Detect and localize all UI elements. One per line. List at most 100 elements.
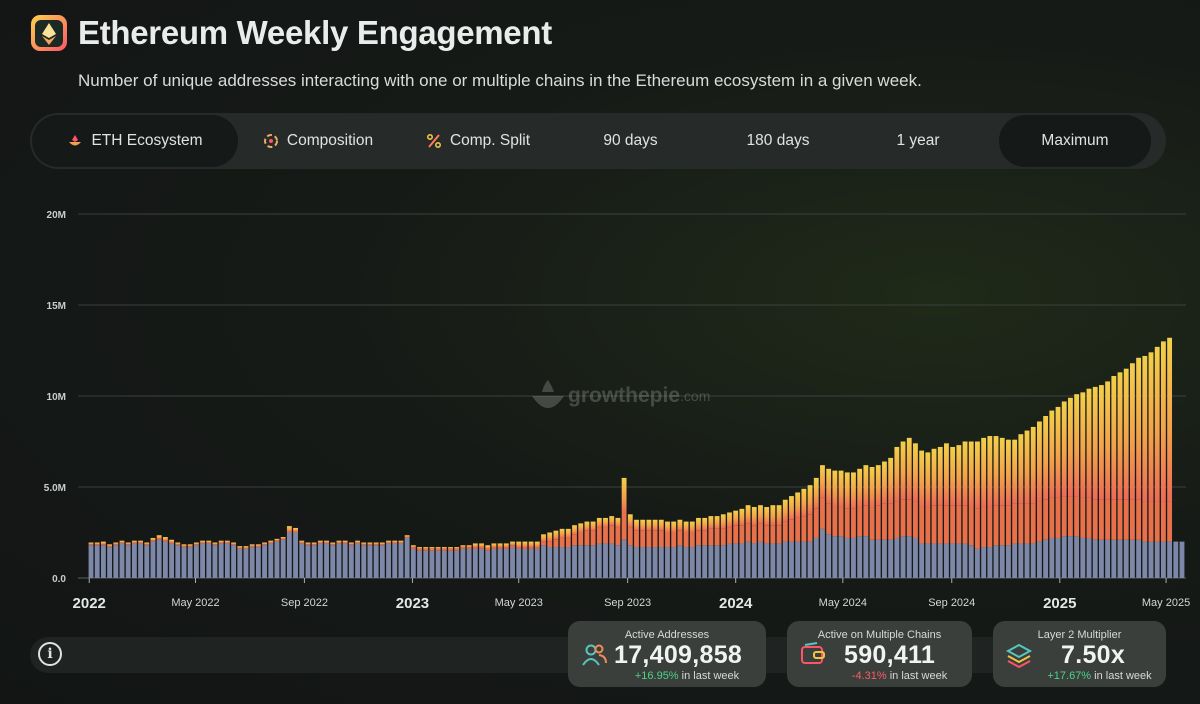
bar-multiple-chains (696, 530, 701, 546)
bar-layer2 (212, 542, 218, 545)
bar-ethereum-l1 (479, 548, 484, 578)
bar-multiple-chains (491, 547, 497, 549)
bar-ethereum-l1 (162, 541, 168, 578)
bar-ethereum-l1 (652, 547, 658, 578)
bar-multiple-chains (621, 512, 627, 540)
tab-comp-split-label: Comp. Split (449, 132, 531, 149)
bar-multiple-chains (888, 503, 894, 540)
bar-ethereum-l1 (1018, 543, 1024, 578)
bar-layer2 (324, 540, 329, 543)
tab-eth-ecosystem[interactable]: ETH Ecosystem (32, 115, 238, 167)
tab-1-year[interactable]: 1 year (853, 115, 983, 167)
bar-ethereum-l1 (776, 543, 782, 578)
bar-ethereum-l1 (869, 539, 875, 578)
bar-multiple-chains (826, 503, 832, 535)
bar-ethereum-l1 (1173, 541, 1179, 578)
percent-icon (426, 133, 442, 149)
bar-layer2 (677, 519, 683, 531)
bar-multiple-chains (609, 525, 615, 544)
bar-layer2 (733, 510, 739, 526)
bar-multiple-chains (863, 505, 869, 537)
bar-ethereum-l1 (906, 536, 912, 578)
tab-90-days[interactable]: 90 days (558, 115, 703, 167)
bar-ethereum-l1 (150, 541, 156, 578)
bar-multiple-chains (206, 542, 212, 544)
tab-maximum[interactable]: Maximum (999, 115, 1151, 167)
bar-layer2 (1098, 385, 1104, 500)
bar-ethereum-l1 (888, 539, 894, 578)
bar-layer2 (758, 505, 763, 524)
bar-layer2 (745, 505, 751, 524)
chart-bars (88, 337, 1185, 578)
bar-layer2 (317, 540, 323, 543)
tab-composition[interactable]: Composition (238, 115, 398, 167)
bar-ethereum-l1 (355, 543, 360, 578)
bar-multiple-chains (373, 544, 379, 546)
bar-ethereum-l1 (751, 543, 757, 578)
bar-layer2 (553, 530, 559, 540)
bar-layer2 (355, 540, 360, 543)
bar-layer2 (900, 441, 906, 500)
bar-layer2 (206, 540, 212, 543)
bar-layer2 (100, 541, 106, 545)
page-subtitle: Number of unique addresses interacting w… (78, 71, 922, 90)
bar-ethereum-l1 (460, 548, 466, 578)
info-button[interactable]: i (38, 642, 62, 666)
bar-ethereum-l1 (262, 545, 267, 578)
stat-label: Active Addresses (624, 629, 710, 641)
bar-layer2 (429, 547, 435, 549)
bar-multiple-chains (398, 542, 404, 544)
bar-layer2 (782, 499, 788, 522)
bar-ethereum-l1 (441, 550, 447, 578)
bar-ethereum-l1 (212, 545, 218, 578)
bar-multiple-chains (156, 538, 162, 540)
bar-multiple-chains (88, 544, 94, 546)
bar-ethereum-l1 (913, 537, 918, 578)
bar-ethereum-l1 (844, 537, 850, 578)
bar-layer2 (652, 519, 658, 531)
bar-layer2 (361, 542, 367, 545)
bar-multiple-chains (181, 546, 187, 548)
bar-ethereum-l1 (1154, 541, 1160, 578)
bar-ethereum-l1 (119, 543, 125, 578)
bar-multiple-chains (683, 532, 689, 548)
bar-layer2 (547, 532, 553, 542)
bar-multiple-chains (547, 541, 553, 548)
bar-layer2 (541, 534, 546, 542)
bar-ethereum-l1 (584, 545, 590, 578)
bar-multiple-chains (138, 542, 144, 544)
x-tick-label: 2022 (73, 595, 106, 612)
eth-ecosystem-icon (67, 133, 83, 149)
bar-ethereum-l1 (528, 548, 534, 578)
bar-ethereum-l1 (646, 547, 652, 578)
tab-eth-ecosystem-label: ETH Ecosystem (91, 132, 203, 149)
bar-layer2 (249, 544, 255, 547)
bar-multiple-chains (789, 519, 794, 542)
bar-layer2 (1030, 426, 1036, 504)
bar-ethereum-l1 (510, 547, 515, 578)
pie-logo-icon (532, 380, 564, 408)
bar-multiple-chains (603, 527, 608, 544)
x-tick-label: 2024 (719, 595, 753, 612)
stat-change: +17.67% in last week (993, 670, 1166, 682)
bar-layer2 (956, 445, 962, 506)
bar-layer2 (125, 542, 131, 545)
stat-change: -4.31% in last week (787, 670, 972, 682)
bar-multiple-chains (131, 542, 137, 544)
bar-layer2 (826, 468, 832, 504)
bar-ethereum-l1 (665, 547, 670, 578)
bar-multiple-chains (417, 548, 422, 551)
stat-change-suffix: in last week (681, 670, 740, 682)
bar-ethereum-l1 (609, 543, 615, 578)
tab-comp-split[interactable]: Comp. Split (398, 115, 558, 167)
tab-maximum-label: Maximum (1041, 132, 1109, 149)
bar-multiple-chains (851, 508, 856, 538)
x-tick-label: May 2024 (819, 597, 867, 609)
tab-180-days[interactable]: 180 days (703, 115, 853, 167)
bar-layer2 (770, 505, 776, 526)
users-icon (582, 644, 607, 666)
bar-layer2 (975, 441, 980, 509)
bar-layer2 (231, 542, 236, 545)
bar-multiple-chains (565, 537, 571, 548)
bar-ethereum-l1 (448, 550, 453, 578)
